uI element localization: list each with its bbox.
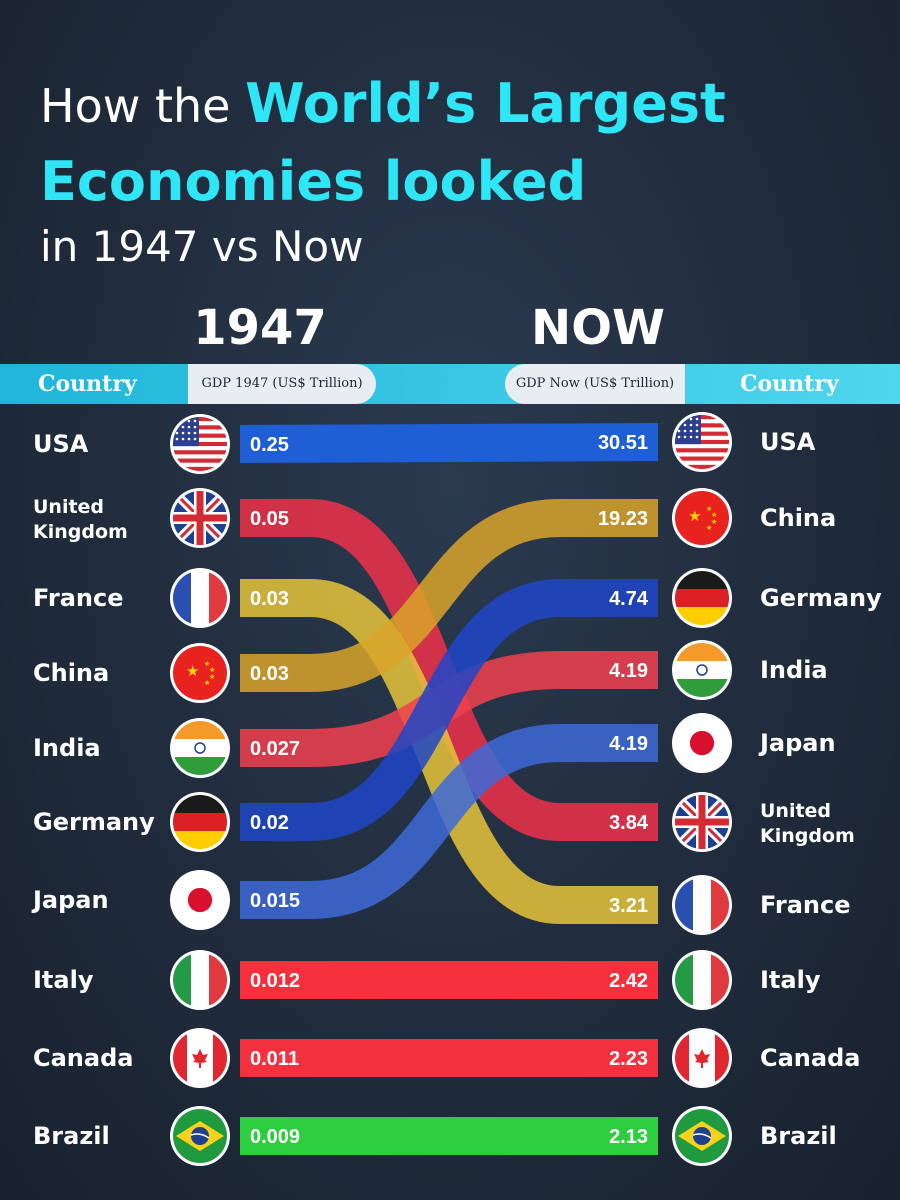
svg-text:★: ★: [209, 673, 215, 681]
country-header-left: Country: [38, 371, 137, 397]
country-name-now-germany: Germany: [760, 584, 882, 612]
ribbon-usa: [239, 423, 659, 463]
value-now-usa: 30.51: [598, 432, 648, 454]
country-name-now-usa: USA: [760, 428, 816, 456]
ribbon-china: [240, 499, 658, 692]
ribbons: [239, 423, 659, 1155]
value-1947-united-kingdom: 0.05: [250, 508, 289, 530]
value-1947-canada: 0.011: [250, 1048, 299, 1070]
column-heading-1947: 1947: [193, 300, 327, 356]
flag-icon-now-germany: [672, 568, 732, 628]
flag-icon-1947-united-kingdom: [170, 488, 230, 548]
svg-text:★: ★: [204, 660, 210, 668]
title-prefix: How the: [40, 79, 246, 133]
value-now-italy: 2.42: [609, 970, 648, 992]
flag-icon-1947-italy: [170, 950, 230, 1010]
svg-text:★: ★: [204, 679, 210, 687]
ribbon-japan: [240, 724, 658, 919]
flag-icon-now-usa: [672, 412, 732, 472]
value-1947-japan: 0.015: [250, 890, 300, 912]
ribbon-germany: [240, 579, 658, 841]
value-1947-brazil: 0.009: [250, 1126, 300, 1148]
country-name-now-italy: Italy: [760, 966, 821, 994]
flag-icon-now-italy: [672, 950, 732, 1010]
flag-icon-1947-canada: [170, 1028, 230, 1088]
country-name-now-brazil: Brazil: [760, 1122, 837, 1150]
flag-icon-1947-usa: [170, 414, 230, 474]
flag-icon-1947-brazil: [170, 1106, 230, 1166]
gdp-1947-label: GDP 1947 (US$ Trillion): [188, 364, 376, 404]
country-names: USA United Kingdom France China India Germany J…: [31, 428, 882, 1150]
title-line-1: How the World’s Largest: [40, 72, 726, 135]
svg-text:★: ★: [186, 662, 199, 680]
gdp-now-label: GDP Now (US$ Trillion): [505, 364, 685, 404]
country-name-1947-japan: Japan: [31, 886, 109, 914]
ribbon-france: [240, 579, 658, 924]
value-now-germany: 4.74: [609, 588, 649, 610]
flag-icon-1947-germany: [170, 792, 230, 852]
country-name-1947-india: India: [33, 734, 101, 762]
svg-text:★: ★: [688, 507, 701, 525]
svg-text:★: ★: [209, 666, 215, 674]
value-now-china: 19.23: [598, 508, 648, 530]
value-1947-france: 0.03: [250, 588, 289, 610]
flag-icon-1947-japan: [170, 870, 230, 930]
flag-icon-1947-france: [170, 568, 230, 628]
title-highlight-1: World’s Largest: [245, 72, 726, 135]
svg-text:★: ★: [711, 511, 717, 519]
value-now-france: 3.21: [609, 895, 648, 917]
value-1947-china: 0.03: [250, 663, 289, 685]
value-now-india: 4.19: [609, 660, 648, 682]
flag-icon-now-japan: [672, 713, 732, 773]
country-name-now-canada: Canada: [760, 1044, 860, 1072]
country-name-1947-france: France: [33, 584, 123, 612]
flag-icon-now-france: [672, 875, 732, 935]
flag-icon-1947-india: [170, 718, 230, 778]
flag-icon-now-united-kingdom: [672, 792, 732, 852]
country-name-1947-germany: Germany: [33, 808, 155, 836]
country-name-1947-canada: Canada: [33, 1044, 133, 1072]
country-name-1947-united-kingdom: United Kingdom: [33, 496, 128, 543]
svg-text:★: ★: [706, 524, 712, 532]
flag-icon-now-india: [672, 640, 732, 700]
value-now-canada: 2.23: [609, 1048, 648, 1070]
country-name-now-france: France: [760, 891, 850, 919]
country-name-now-japan: Japan: [758, 729, 836, 757]
flags: ★ ★★★★★ ★★★★: [170, 412, 732, 1166]
country-name-1947-brazil: Brazil: [33, 1122, 110, 1150]
value-labels: 0.25 0.05 0.03 0.03 0.027 0.02 0.015 0.012 0.011…: [250, 432, 649, 1148]
column-heading-now: NOW: [531, 300, 665, 356]
country-header-right: Country: [740, 371, 839, 397]
value-1947-usa: 0.25: [250, 434, 289, 456]
ribbon-united-kingdom: [240, 499, 658, 841]
header-band: [0, 364, 900, 404]
flag-icon-1947-china: ★ ★★★★: [170, 643, 230, 703]
value-now-japan: 4.19: [609, 733, 648, 755]
country-name-1947-china: China: [33, 659, 109, 687]
value-1947-germany: 0.02: [250, 812, 289, 834]
country-name-now-india: India: [760, 656, 828, 684]
title-line-3: in 1947 vs Now: [40, 222, 364, 271]
value-now-brazil: 2.13: [609, 1126, 648, 1148]
country-name-now-united-kingdom: United Kingdom: [760, 800, 855, 847]
country-name-1947-usa: USA: [33, 430, 89, 458]
svg-text:★: ★: [711, 518, 717, 526]
flag-icon-now-china: ★ ★★★★: [672, 488, 732, 548]
flag-icon-now-canada: [672, 1028, 732, 1088]
flag-icon-now-brazil: [672, 1106, 732, 1166]
title-line-2: Economies looked: [40, 150, 587, 213]
value-1947-italy: 0.012: [250, 970, 300, 992]
svg-text:★: ★: [706, 505, 712, 513]
country-name-now-china: China: [760, 504, 836, 532]
value-1947-india: 0.027: [250, 738, 300, 760]
value-now-united-kingdom: 3.84: [609, 812, 649, 834]
country-name-1947-italy: Italy: [33, 966, 94, 994]
